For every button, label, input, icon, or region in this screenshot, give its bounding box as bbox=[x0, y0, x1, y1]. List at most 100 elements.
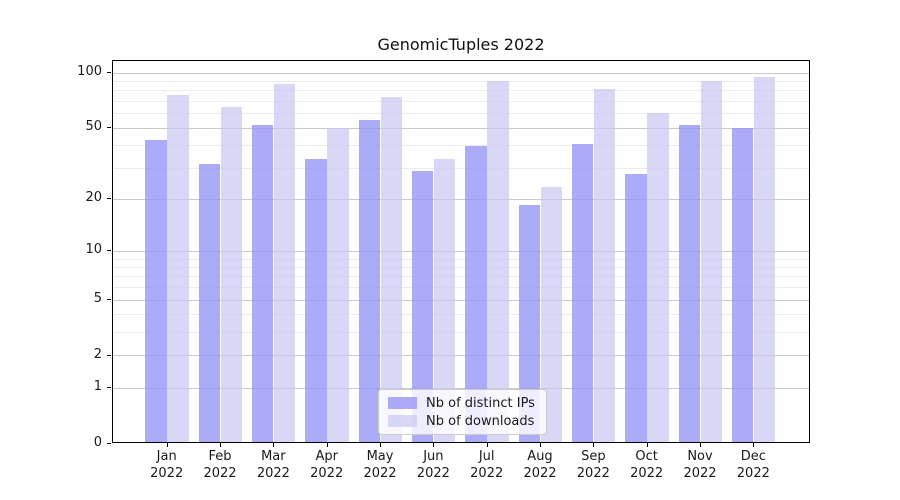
gridline-major bbox=[113, 299, 809, 301]
x-tick-label: Jan 2022 bbox=[132, 448, 202, 482]
legend-label-distinct-ips: Nb of distinct IPs bbox=[426, 395, 535, 411]
bar-downloads bbox=[220, 106, 243, 442]
x-tick-mark bbox=[646, 443, 648, 447]
bar-distinct-ips bbox=[625, 174, 647, 442]
bar-distinct-ips bbox=[358, 120, 381, 442]
x-tick-year: 2022 bbox=[523, 466, 557, 481]
x-tick-year: 2022 bbox=[203, 466, 237, 481]
bar-downloads bbox=[380, 97, 403, 442]
x-tick-label: Feb 2022 bbox=[185, 448, 255, 482]
gridline-minor bbox=[113, 266, 809, 268]
x-tick-month: Oct bbox=[635, 449, 658, 464]
y-tick-mark bbox=[107, 198, 111, 200]
x-tick-month: Nov bbox=[687, 449, 713, 464]
bar-distinct-ips bbox=[678, 124, 700, 442]
bar-distinct-ips bbox=[411, 171, 434, 442]
x-tick-year: 2022 bbox=[150, 466, 184, 481]
y-tick-label: 10 bbox=[85, 242, 102, 258]
x-tick-label: Oct 2022 bbox=[612, 448, 682, 482]
legend-swatch-downloads bbox=[388, 415, 417, 427]
bar-distinct-ips bbox=[518, 205, 540, 442]
x-tick-month: Aug bbox=[527, 449, 553, 464]
bar-downloads bbox=[647, 113, 669, 442]
x-tick-year: 2022 bbox=[576, 466, 610, 481]
x-tick-month: Dec bbox=[740, 449, 766, 464]
gridline-major bbox=[113, 72, 809, 74]
gridline-minor bbox=[113, 167, 809, 169]
gridline-minor bbox=[113, 113, 809, 115]
x-tick-mark bbox=[273, 443, 275, 447]
chart-title: GenomicTuples 2022 bbox=[377, 35, 545, 54]
gridline-minor bbox=[113, 332, 809, 334]
y-tick-mark bbox=[107, 387, 111, 389]
bar-downloads bbox=[167, 95, 189, 442]
x-tick-year: 2022 bbox=[363, 466, 397, 481]
y-tick-mark bbox=[107, 250, 111, 252]
x-tick-year: 2022 bbox=[630, 466, 664, 481]
bar-distinct-ips bbox=[198, 163, 221, 442]
bar-downloads bbox=[327, 127, 349, 442]
gridline-minor bbox=[113, 90, 809, 92]
x-tick-label: May 2022 bbox=[345, 448, 415, 482]
gridline-minor bbox=[113, 276, 809, 278]
x-tick-mark bbox=[593, 443, 595, 447]
x-tick-label: Jun 2022 bbox=[398, 448, 468, 482]
x-tick-year: 2022 bbox=[470, 466, 504, 481]
gridline-major bbox=[113, 198, 809, 200]
bar-downloads bbox=[433, 158, 456, 442]
x-tick-mark bbox=[486, 443, 488, 447]
x-tick-month: Jun bbox=[423, 449, 444, 464]
legend: Nb of distinct IPs Nb of downloads bbox=[378, 389, 547, 435]
x-tick-year: 2022 bbox=[416, 466, 450, 481]
bar-distinct-ips bbox=[465, 145, 487, 442]
x-tick-mark bbox=[166, 443, 168, 447]
x-tick-month: Mar bbox=[261, 449, 286, 464]
bar-downloads bbox=[540, 186, 562, 442]
x-tick-mark bbox=[380, 443, 382, 447]
bar-distinct-ips bbox=[571, 143, 594, 442]
legend-swatch-distinct-ips bbox=[388, 397, 417, 409]
gridline-minor bbox=[113, 314, 809, 316]
bar-downloads bbox=[273, 84, 296, 442]
y-tick-label: 20 bbox=[85, 190, 102, 206]
y-tick-mark bbox=[107, 443, 111, 444]
x-tick-label: Mar 2022 bbox=[238, 448, 308, 482]
x-tick-mark bbox=[326, 443, 328, 447]
bar-distinct-ips bbox=[145, 139, 167, 442]
x-tick-mark bbox=[700, 443, 701, 447]
gridline-major bbox=[113, 127, 809, 129]
legend-entry-distinct-ips: Nb of distinct IPs bbox=[388, 396, 537, 411]
gridline-major bbox=[113, 250, 809, 252]
bar-downloads bbox=[487, 81, 509, 442]
x-tick-month: Jul bbox=[478, 449, 495, 464]
x-tick-label: Sep 2022 bbox=[558, 448, 628, 482]
x-tick-month: Apr bbox=[315, 449, 338, 464]
y-tick-label: 50 bbox=[85, 119, 102, 135]
bar-downloads bbox=[593, 88, 616, 442]
gridline-minor bbox=[113, 287, 809, 289]
gridline-major bbox=[113, 387, 809, 389]
gridline-minor bbox=[113, 101, 809, 103]
x-tick-year: 2022 bbox=[683, 466, 717, 481]
y-tick-mark bbox=[107, 299, 111, 301]
x-tick-mark bbox=[540, 443, 541, 447]
y-tick-label: 100 bbox=[77, 64, 102, 80]
bar-distinct-ips bbox=[731, 127, 754, 442]
bar-downloads bbox=[753, 76, 776, 442]
gridline-minor bbox=[113, 81, 809, 83]
x-tick-year: 2022 bbox=[310, 466, 344, 481]
gridline-major bbox=[113, 355, 809, 357]
y-tick-label: 5 bbox=[93, 291, 102, 307]
x-tick-label: Nov 2022 bbox=[665, 448, 735, 482]
x-tick-label: Jul 2022 bbox=[452, 448, 522, 482]
legend-entry-downloads: Nb of downloads bbox=[388, 414, 537, 429]
bar-distinct-ips bbox=[251, 124, 274, 442]
x-tick-label: Aug 2022 bbox=[505, 448, 575, 482]
x-tick-mark bbox=[753, 443, 755, 447]
bar-downloads bbox=[700, 81, 722, 442]
y-tick-label: 2 bbox=[93, 346, 102, 362]
gridline-minor bbox=[113, 258, 809, 260]
x-tick-mark bbox=[433, 443, 435, 447]
legend-label-downloads: Nb of downloads bbox=[426, 413, 535, 429]
